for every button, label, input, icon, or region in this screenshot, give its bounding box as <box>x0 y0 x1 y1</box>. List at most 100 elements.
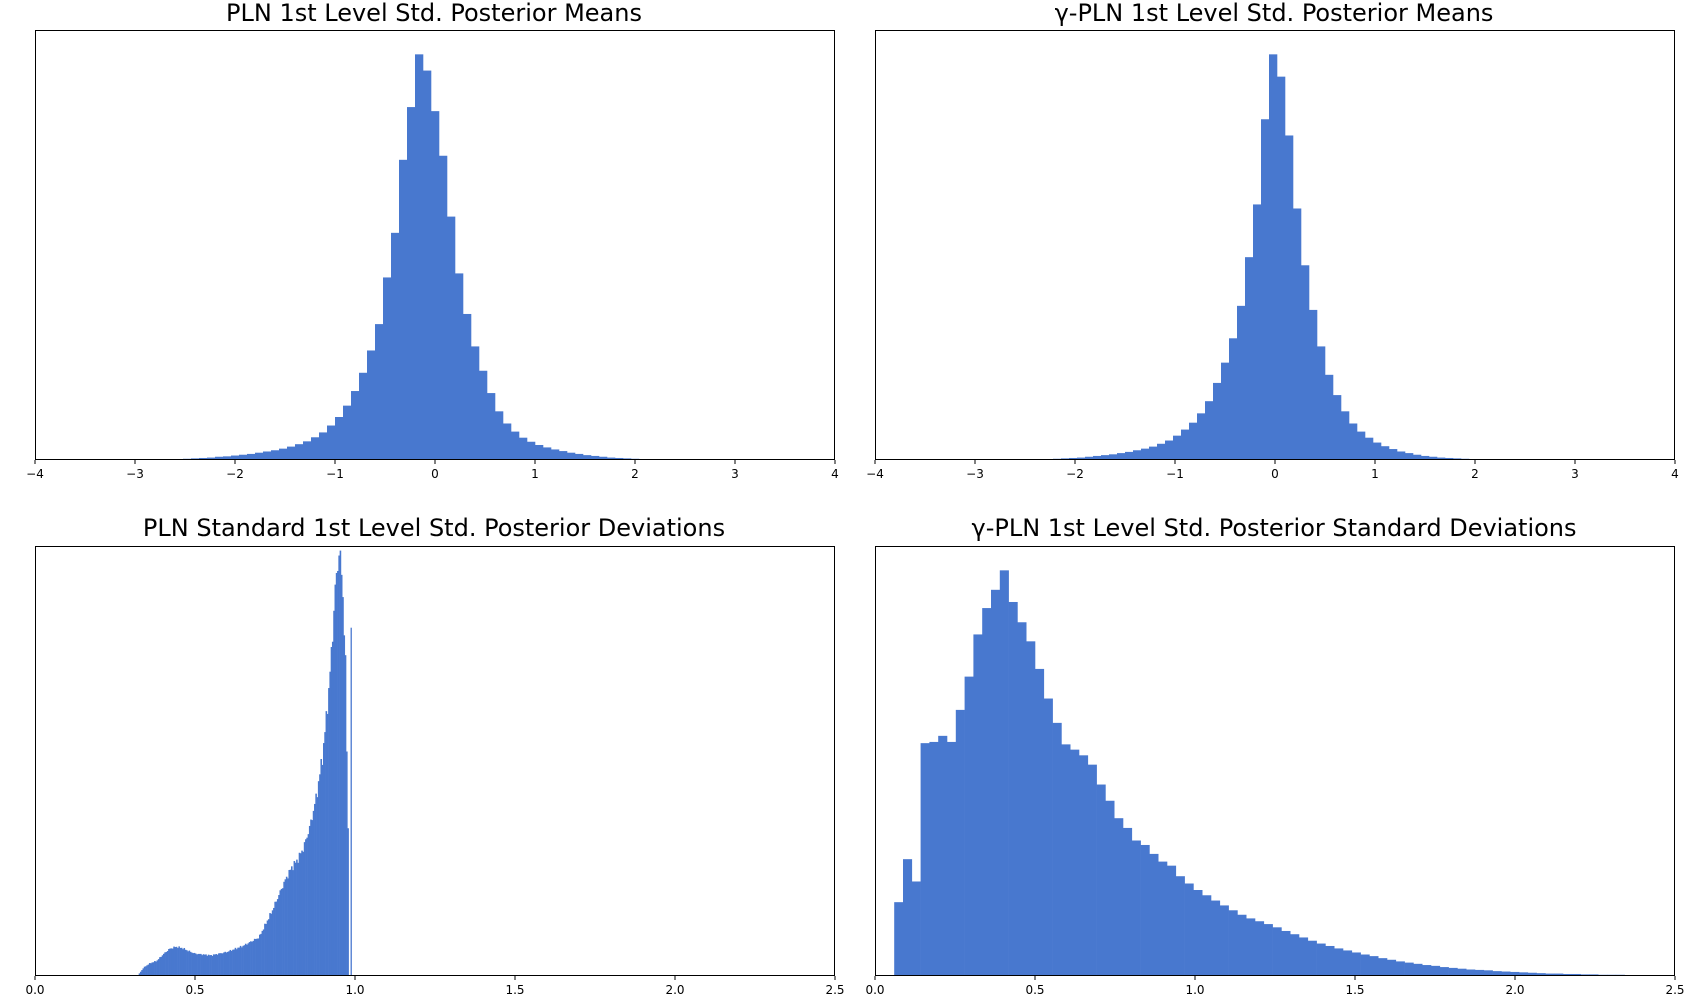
histogram-bar <box>155 961 157 976</box>
histogram-bar <box>1093 455 1102 460</box>
histogram-bar <box>1299 937 1309 976</box>
histogram-bar <box>319 432 328 460</box>
histogram-bar <box>1123 827 1133 976</box>
histogram-bar <box>306 837 308 976</box>
histogram-bar <box>303 441 312 460</box>
histogram-bar <box>308 825 311 976</box>
histogram-bar <box>201 955 203 976</box>
histogram-bar <box>487 393 496 460</box>
histogram-bar <box>423 70 432 460</box>
histogram-bar <box>295 444 304 460</box>
x-tick-label: −3 <box>966 467 984 481</box>
panel-gamma-pln-posterior-means: γ-PLN 1st Level Std. Posterior Means −4−… <box>866 0 1679 481</box>
histogram-bar <box>447 216 456 460</box>
histogram-bar <box>285 876 288 976</box>
histogram-bar <box>1211 900 1221 976</box>
histogram-bar <box>519 437 528 460</box>
histogram-bar <box>495 411 504 460</box>
histogram-bar <box>1228 910 1238 976</box>
histogram-bar <box>327 425 336 460</box>
histogram-bar <box>189 951 192 976</box>
histogram-bar <box>591 455 600 460</box>
bars-group <box>135 54 736 461</box>
histogram-bar <box>1026 641 1036 976</box>
histogram-bar <box>199 457 208 460</box>
histogram-bar <box>246 944 248 976</box>
histogram-bar <box>479 370 488 460</box>
histogram-bar <box>1351 952 1361 976</box>
histogram-bar <box>342 597 344 976</box>
histogram-bar <box>212 954 215 976</box>
histogram-bar <box>1085 456 1094 460</box>
histogram-bar <box>292 870 294 976</box>
histogram-bar <box>259 934 261 976</box>
histogram-bar <box>335 572 338 976</box>
x-tick-label: 1 <box>1371 467 1379 481</box>
histogram-bar <box>1061 744 1071 976</box>
histogram-bar <box>284 879 287 976</box>
x-tick-label: −2 <box>226 467 244 481</box>
histogram-bar <box>1421 455 1430 460</box>
histogram-bar <box>192 953 195 976</box>
x-tick-label: −1 <box>326 467 344 481</box>
histogram-bar <box>276 899 279 976</box>
histogram-bar <box>307 834 310 976</box>
histogram-bar <box>312 810 315 976</box>
histogram-bar <box>407 107 416 460</box>
histogram-bar <box>1290 934 1300 976</box>
histogram-bar <box>261 930 264 976</box>
histogram-bar <box>1527 972 1537 976</box>
histogram-bar <box>1349 423 1358 460</box>
x-tick-label: −3 <box>126 467 144 481</box>
histogram-bar <box>263 451 272 460</box>
histogram-bar <box>223 952 225 976</box>
histogram-bar <box>1333 395 1342 460</box>
histogram-bar <box>1261 119 1270 460</box>
histogram-bar <box>1077 457 1086 460</box>
histogram-bar <box>1309 309 1318 460</box>
histogram-bar <box>157 959 160 976</box>
histogram-bar <box>221 953 224 976</box>
histogram-bar <box>252 940 255 976</box>
histogram-bar <box>1087 764 1097 976</box>
histogram-bar <box>314 803 316 976</box>
histogram-bar <box>160 956 163 976</box>
histogram-bar <box>316 797 319 976</box>
x-ticks: 0.0 0.5 1.0 1.5 2.0 2.5 <box>865 976 1685 997</box>
x-tick-label: 0.0 <box>865 983 884 997</box>
histogram-bar <box>1307 940 1317 976</box>
histogram-bar <box>260 933 262 976</box>
x-tick-label: 4 <box>831 467 839 481</box>
histogram-bar <box>1397 451 1406 460</box>
histogram-bar <box>324 732 326 976</box>
x-tick-label: 2.0 <box>665 983 684 997</box>
histogram-bar <box>1096 784 1106 976</box>
histogram-bar <box>273 907 275 976</box>
histogram-bar <box>567 452 576 460</box>
histogram-bar <box>1052 722 1062 976</box>
x-tick-label: 0.0 <box>25 983 44 997</box>
x-tick-label: 2.5 <box>1665 983 1684 997</box>
histogram-bar <box>599 456 608 460</box>
histogram-bar <box>255 452 264 460</box>
histogram-bar <box>1365 437 1374 460</box>
histogram-bar <box>200 953 202 976</box>
histogram-bar <box>1149 853 1159 976</box>
histogram-bar <box>244 943 247 976</box>
histogram-bar <box>1413 963 1423 976</box>
histogram-bar <box>1133 450 1142 460</box>
histogram-bar <box>1369 956 1379 976</box>
histogram-bar <box>1389 449 1398 460</box>
histogram-bar <box>1125 451 1134 460</box>
histogram-bar <box>1301 265 1310 460</box>
histogram-bar <box>1563 973 1573 976</box>
histogram-bar <box>191 952 193 976</box>
histogram-bar <box>903 859 913 976</box>
histogram-bar <box>1017 622 1027 976</box>
histogram-bar <box>279 890 282 976</box>
histogram-bar <box>615 457 624 460</box>
histogram-bar <box>188 950 191 976</box>
histogram-bar <box>1141 448 1150 460</box>
histogram-bar <box>175 946 178 976</box>
histogram-bar <box>274 901 276 976</box>
